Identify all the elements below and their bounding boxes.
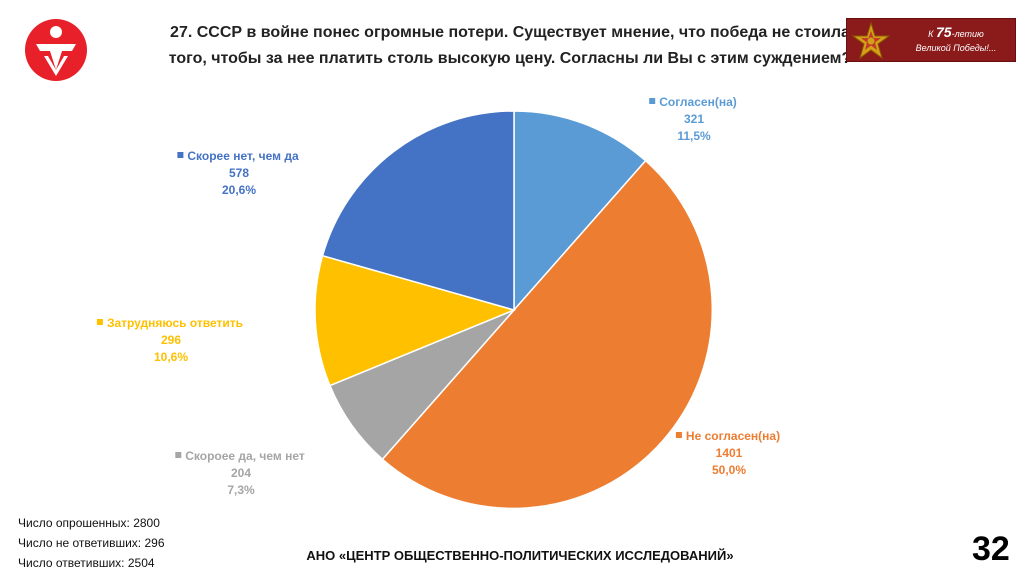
- badge-line2: Великой Победы!...: [915, 43, 997, 53]
- pie-slice: [381, 159, 713, 510]
- slice-label-name: Не согласен(на): [686, 429, 780, 443]
- stat-surveyed: Число опрошенных: 2800: [18, 516, 160, 530]
- slice-label-count: 296: [161, 333, 181, 347]
- legend-marker: [96, 319, 103, 325]
- slice-label-count: 204: [231, 466, 251, 480]
- organization-logo: [25, 19, 87, 81]
- slice-label-percent: 10,6%: [154, 350, 188, 364]
- slice-label-percent: 20,6%: [222, 183, 256, 197]
- slice-label-percent: 50,0%: [712, 463, 746, 477]
- slice-label-name: Скороее да, чем нет: [185, 449, 305, 463]
- anniversary-badge: К 75-летию Великой Победы!...: [846, 18, 1016, 62]
- slice-label: Скороее да, чем нет 204 7,3%: [175, 449, 305, 497]
- slice-label-name: Скорее нет, чем да: [187, 149, 299, 163]
- slice-label: Затрудняюсь ответить 296 10,6%: [96, 316, 243, 364]
- stat-answered: Число ответивших: 2504: [18, 556, 155, 570]
- slice-label-count: 578: [229, 166, 249, 180]
- survey-stats: Число опрошенных: 2800 Число не ответивш…: [18, 513, 165, 573]
- badge-suffix: -летию: [951, 29, 984, 39]
- page-number: 32: [972, 530, 1010, 568]
- slice-label-count: 321: [684, 112, 704, 126]
- legend-marker: [177, 152, 184, 158]
- stat-not-answered: Число не ответивших: 296: [18, 536, 165, 550]
- legend-marker: [675, 432, 682, 438]
- star-order-icon: [851, 21, 891, 60]
- slide-title: 27. СССР в войне понес огромные потери. …: [168, 24, 852, 67]
- slice-label: Скорее нет, чем да 578 20,6%: [177, 149, 299, 197]
- slice-label: Согласен(на) 321 11,5%: [649, 95, 737, 143]
- pie-slice: [321, 110, 515, 311]
- slice-label-name: Затрудняюсь ответить: [107, 316, 243, 330]
- organization-name: АНО «ЦЕНТР ОБЩЕСТВЕННО-ПОЛИТИЧЕСКИХ ИССЛ…: [306, 548, 734, 563]
- legend-marker: [649, 98, 656, 104]
- slice-label-percent: 7,3%: [227, 483, 255, 497]
- legend-marker: [175, 452, 182, 458]
- slice-label-count: 1401: [716, 446, 743, 460]
- slice-label-percent: 11,5%: [677, 129, 711, 143]
- slice-label-name: Согласен(на): [659, 95, 737, 109]
- pie-slice: [314, 254, 517, 387]
- badge-prefix: К: [928, 29, 934, 39]
- badge-number: 75: [936, 24, 952, 40]
- slice-label: Не согласен(на) 1401 50,0%: [675, 429, 780, 477]
- pie-slice: [513, 110, 647, 312]
